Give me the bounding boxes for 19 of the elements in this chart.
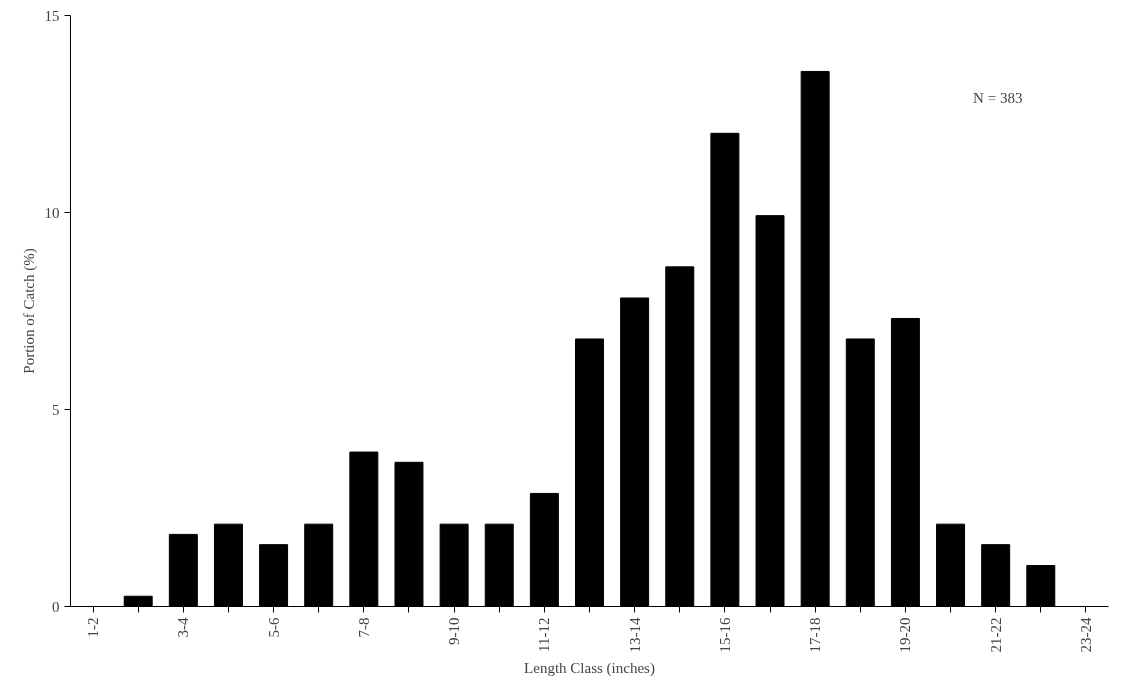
x-tick-label: 23-24 [1077,617,1094,653]
annotation: N = 383 [973,90,1023,107]
x-tick-label: 9-10 [446,617,463,645]
x-tick-label: 3-4 [175,617,192,638]
x-tick-label: 11-12 [536,617,553,652]
x-tick-label: 13-14 [626,617,643,653]
x-tick-label: 1-2 [85,617,102,638]
x-tick-label: 15-16 [716,617,733,653]
y-tick-label: 0 [52,598,60,615]
x-tick-label: 5-6 [265,617,282,638]
x-tick-label: 21-22 [987,617,1004,653]
y-tick-label: 15 [44,7,60,24]
x-tick-label: 19-20 [897,617,914,653]
y-tick-label: 5 [52,401,60,418]
x-axis-title: Length Class (inches) [524,660,655,678]
x-tick-label: 7-8 [355,617,372,638]
y-axis-title: Portion of Catch (%) [20,248,38,374]
y-tick-label: 10 [44,204,60,221]
x-tick-label: 17-18 [807,617,824,653]
